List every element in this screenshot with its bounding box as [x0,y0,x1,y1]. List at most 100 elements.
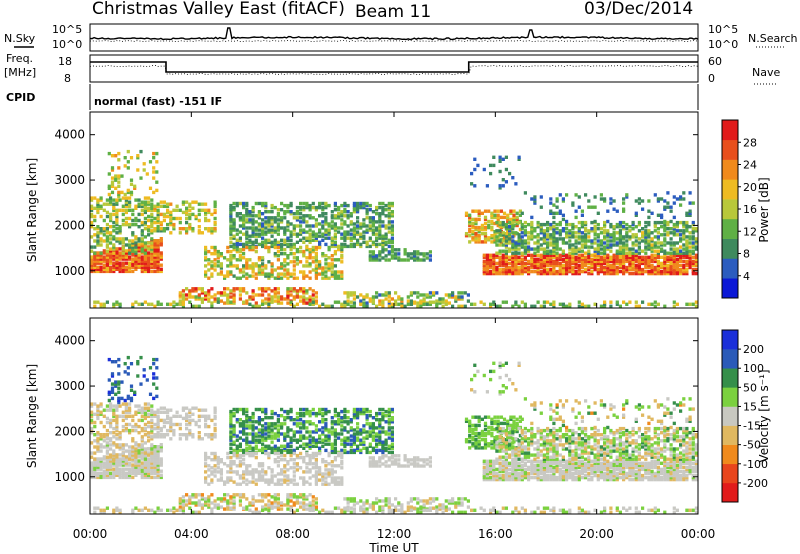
power-cell [276,299,280,303]
power-cell [672,225,676,229]
velocity-cell [156,463,160,467]
power-cell [321,276,325,280]
power-cell [618,255,622,259]
power-cell [691,249,695,253]
power-cell [140,212,144,217]
power-cell [514,300,518,304]
velocity-cell [115,461,119,465]
velocity-cell [99,459,103,463]
velocity-cell [378,422,382,426]
power-cell [238,216,242,220]
velocity-cell [166,433,170,437]
power-cell [527,259,531,264]
velocity-cell [210,480,214,484]
power-cell [565,222,569,227]
power-cell [615,300,619,304]
power-cell [114,154,118,158]
power-cell [150,249,154,253]
power-cell [685,269,689,274]
velocity-cell [102,465,106,469]
power-cell [493,215,497,220]
power-cell [131,208,135,212]
power-cell [596,249,600,253]
power-cell [267,276,271,280]
velocity-cell [229,420,233,424]
velocity-cell [390,420,394,424]
power-cell [140,208,144,212]
velocity-cell [378,407,382,412]
velocity-cell [159,426,163,431]
power-cell [308,238,312,242]
velocity-cell [128,471,132,475]
velocity-cell [305,436,309,440]
velocity-cell [124,410,128,414]
power-cell [289,260,293,264]
power-cell [105,253,109,257]
power-cell [533,197,537,201]
power-cell [311,230,315,234]
power-cell [321,212,325,216]
power-cell [242,201,246,206]
power-cell [609,197,613,201]
velocity-cell [232,440,236,444]
power-cell [603,267,607,272]
power-cell [568,251,572,255]
power-cell [131,233,135,237]
velocity-cell [276,432,280,436]
power-cell [129,192,134,197]
velocity-cell [295,430,299,434]
velocity-cell [147,453,151,457]
velocity-cell [381,407,385,412]
power-cell [390,256,394,260]
velocity-cell [185,433,189,437]
power-cell [162,218,166,223]
power-cell [292,289,296,293]
power-cell [663,253,667,257]
power-cell [207,268,211,272]
power-cell [295,258,299,262]
power-cell [577,300,581,304]
power-cell [99,259,103,263]
velocity-cell [131,453,135,457]
velocity-cell [387,407,391,412]
velocity-cell [318,446,322,450]
power-cell [549,269,553,274]
velocity-cell [105,475,109,480]
power-cell [615,237,619,241]
power-cell [506,219,510,224]
power-cell [688,211,692,215]
velocity-cell [276,446,280,450]
power-cell [308,295,312,299]
velocity-cell [390,436,394,440]
power-cell [137,255,141,259]
velocity-cell [346,416,350,420]
power-cell [606,245,610,249]
velocity-cell [153,445,157,449]
power-cell [147,259,151,263]
velocity-cell [102,457,106,461]
power-cell [656,220,660,225]
power-cell [577,255,581,259]
velocity-cell [242,422,246,426]
power-cell [663,239,667,243]
power-cell [672,247,676,251]
power-cell [134,247,138,251]
power-cell [517,251,521,255]
velocity-cell [147,412,151,416]
power-cell [153,255,157,259]
power-cell [644,245,648,249]
power-cell [650,265,654,270]
velocity-cell [324,424,328,428]
velocity-cell [126,366,130,370]
power-cell [131,263,135,267]
power-cell [178,299,182,303]
power-cell [552,229,556,233]
power-cell [185,200,189,204]
power-cell [644,233,648,237]
power-cell [565,233,569,237]
velocity-cell [292,448,296,453]
velocity-cell [140,475,144,480]
nave-line [89,64,699,76]
power-cell [229,224,233,228]
power-cell [390,230,394,234]
